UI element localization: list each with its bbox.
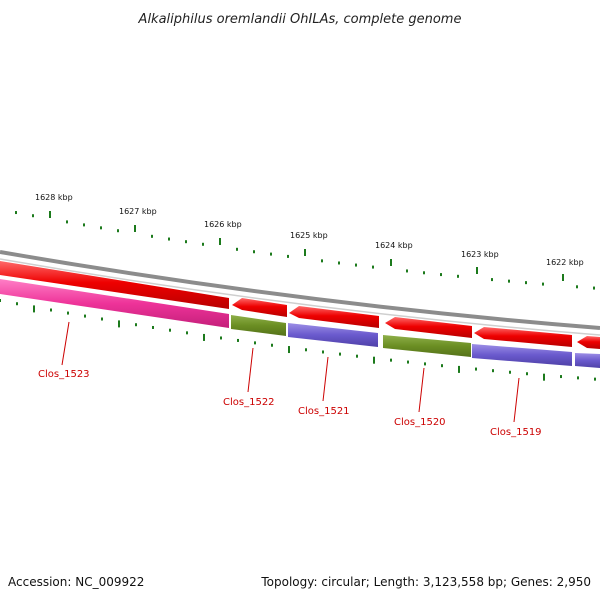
accession-text: Accession: NC_009922 <box>8 575 144 589</box>
gene-label-clos-1523: Clos_1523 <box>38 321 90 380</box>
scale-tick-1625: 1625 kbp <box>290 231 328 256</box>
gene-block-olive <box>231 315 286 336</box>
leader-line <box>61 321 70 366</box>
gene-label-clos-1519: Clos_1519 <box>490 377 542 438</box>
reverse-strand-track <box>0 261 600 349</box>
scale-tick-1626: 1626 kbp <box>204 220 242 245</box>
inner-scale <box>0 299 596 381</box>
gene-track <box>0 279 600 368</box>
backbone-inner <box>0 258 600 336</box>
backbone-outer <box>0 250 600 330</box>
feature-arrow <box>0 261 229 309</box>
gene-labels: Clos_1523 Clos_1522 Clos_1521 Clos_1520 … <box>38 321 542 438</box>
gene-block-pink <box>0 279 229 328</box>
scale-tick-label: 1626 kbp <box>204 220 242 229</box>
feature-arrow <box>474 327 572 347</box>
gene-label-text: Clos_1521 <box>298 406 350 417</box>
scale-tick-1623: 1623 kbp <box>461 250 499 274</box>
outer-scale: 1628 kbp 1627 kbp 1626 kbp 1625 kbp 1624… <box>15 193 595 290</box>
scale-tick-label: 1624 kbp <box>375 241 413 250</box>
scale-tick-1628: 1628 kbp <box>35 193 73 218</box>
gene-block-olive <box>383 335 471 357</box>
leader-line <box>247 347 254 393</box>
scale-tick-1622: 1622 kbp <box>546 258 584 281</box>
gene-block-purple <box>575 353 600 368</box>
scale-tick-label: 1625 kbp <box>290 231 328 240</box>
feature-arrow <box>232 298 287 317</box>
gene-label-text: Clos_1523 <box>38 369 90 380</box>
feature-arrow <box>289 306 379 328</box>
scale-tick-label: 1623 kbp <box>461 250 499 259</box>
gene-label-clos-1521: Clos_1521 <box>298 356 350 417</box>
scale-tick-label: 1622 kbp <box>546 258 584 267</box>
scale-tick-1624: 1624 kbp <box>375 241 413 266</box>
map-title: Alkaliphilus oremlandii OhILAs, complete… <box>138 12 462 27</box>
scale-tick-label: 1627 kbp <box>119 207 157 216</box>
gene-label-clos-1522: Clos_1522 <box>223 347 275 408</box>
gene-block-purple <box>288 323 378 347</box>
gene-block-purple <box>472 344 572 366</box>
gene-label-clos-1520: Clos_1520 <box>394 367 446 428</box>
outer-minor-ticks <box>15 211 595 290</box>
leader-line <box>513 377 520 423</box>
leader-line <box>322 356 329 402</box>
scale-tick-label: 1628 kbp <box>35 193 73 202</box>
leader-line <box>418 367 425 413</box>
gene-label-text: Clos_1519 <box>490 427 542 438</box>
gene-label-text: Clos_1522 <box>223 397 275 408</box>
feature-arrow <box>577 336 600 349</box>
backbone-ring <box>0 250 600 336</box>
genome-summary-text: Topology: circular; Length: 3,123,558 bp… <box>260 575 591 589</box>
gene-label-text: Clos_1520 <box>394 417 446 428</box>
scale-tick-1627: 1627 kbp <box>119 207 157 232</box>
feature-arrow <box>385 317 472 338</box>
